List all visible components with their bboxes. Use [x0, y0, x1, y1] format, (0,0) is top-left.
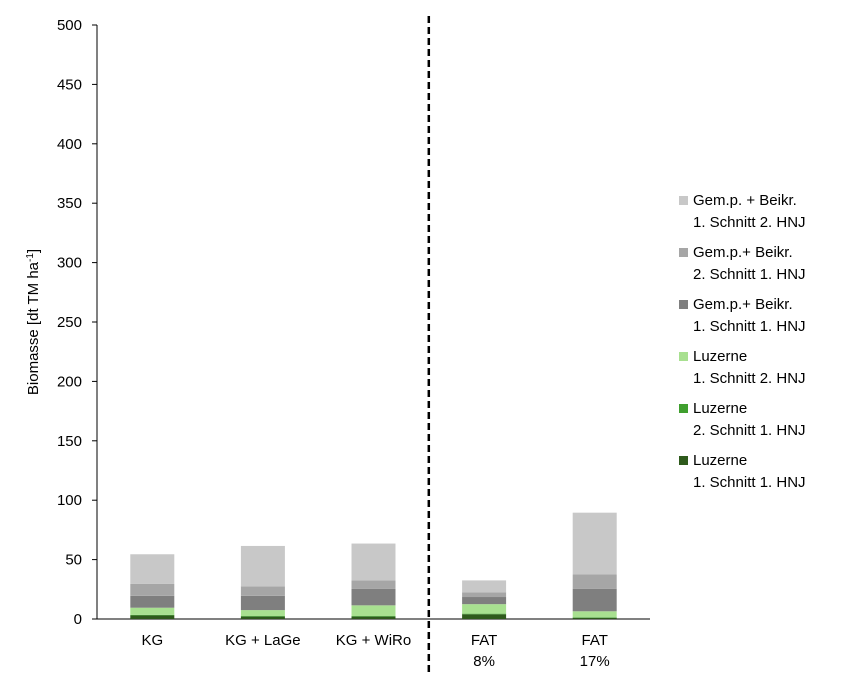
bar-segment — [351, 616, 396, 617]
bar-segment — [240, 586, 285, 596]
legend-label-line2: 2. Schnitt 1. HNJ — [693, 422, 806, 439]
legend-swatch — [679, 248, 688, 257]
bar-segment — [462, 580, 507, 593]
bar-segment — [462, 614, 507, 619]
y-axis-label-superscript: -1 — [25, 253, 36, 262]
bar-segment — [351, 580, 396, 589]
bar-segment — [462, 597, 507, 605]
y-tick-label: 350 — [57, 195, 82, 212]
bar-segment — [240, 616, 285, 617]
legend-label-line2: 1. Schnitt 1. HNJ — [693, 318, 806, 335]
bar-segment — [351, 543, 396, 581]
legend-swatch — [679, 404, 688, 413]
legend-swatch — [679, 300, 688, 309]
bar-segment — [462, 592, 507, 598]
x-tick-label: KG + WiRo — [336, 632, 411, 649]
bar-segment — [572, 574, 617, 589]
legend-swatch — [679, 456, 688, 465]
x-tick-label: KG + LaGe — [225, 632, 300, 649]
legend-label-line2: 1. Schnitt 1. HNJ — [693, 474, 806, 491]
legend-label-line2: 2. Schnitt 1. HNJ — [693, 266, 806, 283]
y-tick-label: 450 — [57, 76, 82, 93]
x-tick-label: KG — [141, 632, 163, 649]
y-axis-ticks: 0 50 100 150 200 250 300 350 400 450 500 — [57, 17, 97, 628]
y-tick-label: 50 — [65, 552, 82, 569]
bar-segment — [572, 588, 617, 612]
legend-label-line2: 1. Schnitt 2. HNJ — [693, 370, 806, 387]
legend: Gem.p. + Beikr. 1. Schnitt 2. HNJ Gem.p.+ … — [679, 192, 806, 491]
x-tick-label: FAT — [582, 632, 608, 649]
legend-label-line1: Luzerne — [693, 348, 747, 365]
x-axis-labels: KG KG + LaGe KG + WiRo FAT 8% FAT 17% — [141, 632, 609, 670]
bar-segment — [351, 616, 396, 619]
legend-label-line1: Gem.p. + Beikr. — [693, 192, 797, 209]
y-tick-label: 0 — [74, 611, 82, 628]
bar-segment — [130, 615, 175, 619]
y-tick-label: 150 — [57, 433, 82, 450]
bar-segment — [572, 611, 617, 618]
legend-label-line1: Luzerne — [693, 452, 747, 469]
bar-segment — [130, 595, 175, 608]
bar-segment — [240, 616, 285, 619]
y-tick-label: 200 — [57, 373, 82, 390]
bar-segment — [351, 605, 396, 617]
bar-segment — [240, 610, 285, 617]
bar-segment — [130, 583, 175, 596]
y-tick-label: 300 — [57, 255, 82, 272]
bar-segment — [351, 588, 396, 606]
bars-group — [130, 512, 617, 619]
bar-segment — [240, 545, 285, 587]
x-tick-label-line2: 8% — [473, 653, 495, 670]
y-tick-label: 250 — [57, 314, 82, 331]
bar-segment — [462, 613, 507, 615]
y-tick-label: 100 — [57, 492, 82, 509]
legend-label-line1: Gem.p.+ Beikr. — [693, 244, 793, 261]
x-tick-label-line2: 17% — [580, 653, 610, 670]
legend-swatch — [679, 352, 688, 361]
bar-segment — [572, 617, 617, 618]
y-tick-label: 400 — [57, 136, 82, 153]
bar-segment — [130, 554, 175, 584]
legend-label-line2: 1. Schnitt 2. HNJ — [693, 214, 806, 231]
bar-segment — [130, 614, 175, 616]
y-tick-label: 500 — [57, 17, 82, 34]
x-tick-label: FAT — [471, 632, 497, 649]
legend-label-line1: Gem.p.+ Beikr. — [693, 296, 793, 313]
bar-segment — [130, 607, 175, 615]
legend-label-line1: Luzerne — [693, 400, 747, 417]
bar-segment — [572, 617, 617, 619]
bar-segment — [572, 512, 617, 575]
y-axis-label: Biomasse [dt TM ha-1] — [25, 249, 43, 395]
bar-segment — [240, 595, 285, 611]
bar-segment — [462, 604, 507, 614]
legend-swatch — [679, 196, 688, 205]
